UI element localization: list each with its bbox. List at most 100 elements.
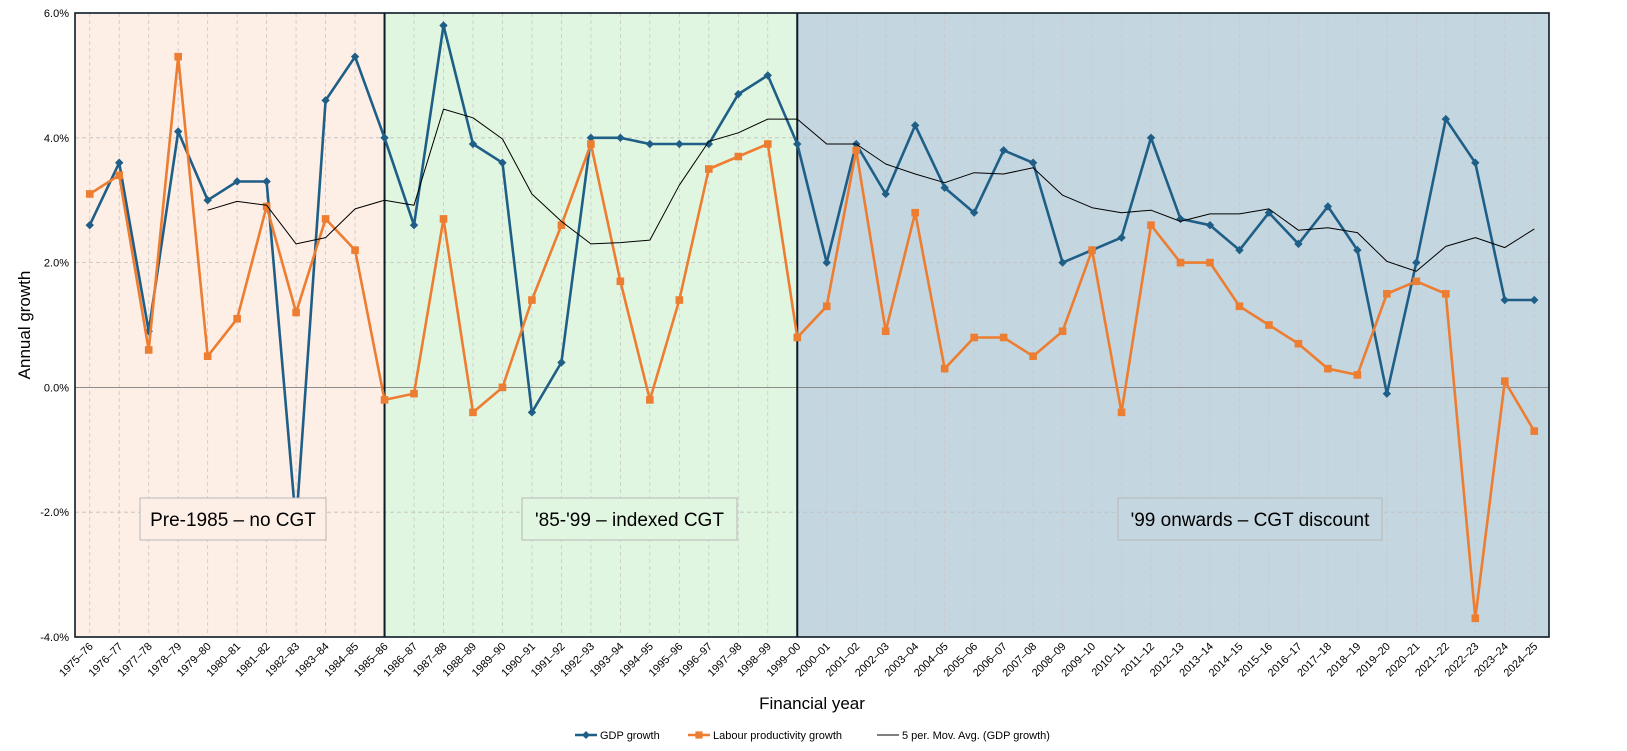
labour-productivity-point <box>587 140 595 148</box>
gdp-growth-point <box>1500 295 1509 305</box>
labour-productivity-point <box>203 352 212 360</box>
y-tick-label: 6.0% <box>44 8 69 20</box>
gdp-growth-point <box>969 208 979 217</box>
region-bands <box>75 13 1549 637</box>
labour-productivity-point <box>1206 258 1214 267</box>
y-tick-label: -2.0% <box>40 507 69 519</box>
gdp-growth-point <box>1146 133 1156 142</box>
labour-productivity-point <box>1442 290 1450 298</box>
region-labels: Pre-1985 – no CGT '85-'99 – indexed CGT '9… <box>139 497 1383 541</box>
legend-label-3: 5 per. Mov. Avg. (GDP growth) <box>902 730 1050 742</box>
gdp-growth-point <box>1441 114 1451 124</box>
gdp-growth-point <box>704 139 714 149</box>
gdp-growth-point <box>822 258 831 267</box>
gdp-growth-point <box>1412 258 1421 267</box>
gdp-growth-point <box>232 177 242 186</box>
y-tick-label: -4.0% <box>40 632 69 644</box>
labour-productivity-point <box>1147 221 1155 229</box>
y-axis-title: Annual growth <box>15 271 34 380</box>
gdp-growth-point <box>85 220 94 230</box>
labour-productivity-point <box>763 140 772 148</box>
labour-productivity-point <box>498 383 507 392</box>
labour-productivity-point <box>1412 277 1421 286</box>
gdp-growth-point <box>586 133 596 142</box>
gdp-growth-point <box>527 408 537 417</box>
labour-productivity-point <box>469 408 477 417</box>
gdp-growth-point <box>1205 220 1215 230</box>
gdp-growth-point <box>380 133 389 142</box>
labour-productivity-point <box>940 364 949 373</box>
labour-productivity-point <box>1235 302 1244 311</box>
gdp-growth-point <box>881 189 890 199</box>
labour-productivity-point <box>1383 290 1391 298</box>
gdp-growth-point <box>1264 208 1274 217</box>
gdp-growth-point <box>468 139 478 149</box>
labour-productivity-point <box>970 333 978 342</box>
gdp-growth-point <box>1117 233 1126 242</box>
gdp-growth-point <box>1294 239 1303 249</box>
labour-productivity-point <box>705 165 713 173</box>
legend: GDP growth Labour productivity growth 5 pe… <box>575 730 1050 742</box>
labour-productivity-point <box>1500 377 1509 385</box>
gdp-growth-point <box>321 96 330 105</box>
region-label-1: Pre-1985 – no CGT <box>150 510 316 531</box>
labour-productivity-point <box>1117 408 1126 417</box>
plot-frame <box>74 12 1550 638</box>
labour-productivity-point <box>1088 246 1096 254</box>
gdp-growth-point <box>498 158 507 167</box>
labour-productivity-point <box>1530 427 1539 435</box>
gdp-growth-point <box>1353 245 1362 255</box>
labour-productivity-point <box>881 327 890 336</box>
gdp-growth-point <box>1530 295 1539 305</box>
gdp-growth-point <box>1382 389 1392 398</box>
labour-productivity-point <box>233 314 241 323</box>
gdp-growth-point <box>262 177 271 186</box>
labour-productivity-point <box>1324 364 1332 373</box>
region-band-3 <box>797 13 1549 637</box>
labour-productivity-point <box>144 346 153 354</box>
labour-productivity-point <box>793 333 802 342</box>
labour-productivity-point <box>1353 371 1362 379</box>
gdp-growth-point <box>173 127 183 136</box>
gdp-growth-point <box>763 71 772 80</box>
gdp-growth-point <box>734 89 743 99</box>
gdp-growth-point <box>115 158 124 167</box>
y-tick-label: 4.0% <box>44 133 69 145</box>
series-line-2 <box>89 55 1536 620</box>
gdp-growth-point <box>1028 158 1038 167</box>
labour-productivity-point <box>380 396 389 404</box>
labour-productivity-point <box>999 333 1008 342</box>
gdp-growth-point <box>793 139 802 149</box>
labour-productivity-point <box>1265 321 1273 329</box>
gdp-growth-point <box>1323 202 1333 211</box>
region-label-box-3 <box>1117 497 1383 541</box>
labour-productivity-point <box>85 190 94 198</box>
gdp-growth-point <box>1235 245 1244 255</box>
legend-marker-diamond <box>582 731 590 739</box>
labour-productivity-point <box>822 302 831 311</box>
labour-productivity-point <box>852 146 861 155</box>
legend-label-1: GDP growth <box>600 730 660 742</box>
gdp-growth-point <box>439 21 448 30</box>
labour-productivity-point <box>351 246 359 254</box>
labour-productivity-point <box>1294 339 1303 348</box>
gdp-growth-point <box>940 183 949 192</box>
labour-productivity-point <box>1029 352 1037 360</box>
legend-label-2: Labour productivity growth <box>713 730 842 742</box>
legend-marker-square <box>695 731 703 739</box>
labour-productivity-point <box>321 215 330 223</box>
labour-productivity-point <box>675 296 684 304</box>
labour-productivity-point <box>528 296 536 304</box>
labour-productivity-point <box>616 277 625 286</box>
labour-productivity-point <box>557 221 566 229</box>
gdp-growth-point <box>645 139 655 149</box>
gdp-growth-point <box>350 52 360 61</box>
labour-productivity-point <box>646 396 654 404</box>
region-label-3: '99 onwards – CGT discount <box>1131 510 1371 531</box>
labour-productivity-point <box>911 208 919 217</box>
labour-productivity-point <box>292 308 300 317</box>
x-axis-title: Financial year <box>759 694 865 713</box>
region-band-1 <box>75 13 385 637</box>
region-label-box-1 <box>139 497 327 541</box>
